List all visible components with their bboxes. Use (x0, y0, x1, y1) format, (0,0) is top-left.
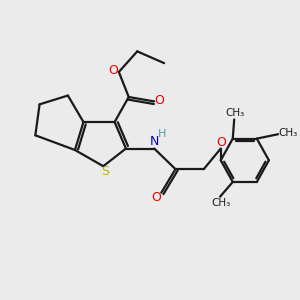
Text: N: N (149, 135, 159, 148)
Text: O: O (108, 64, 118, 77)
Text: O: O (154, 94, 164, 107)
Text: S: S (101, 165, 109, 178)
Text: CH₃: CH₃ (278, 128, 298, 138)
Text: H: H (158, 129, 166, 140)
Text: CH₃: CH₃ (212, 198, 231, 208)
Text: O: O (151, 191, 161, 205)
Text: O: O (216, 136, 226, 148)
Text: CH₃: CH₃ (225, 108, 244, 118)
